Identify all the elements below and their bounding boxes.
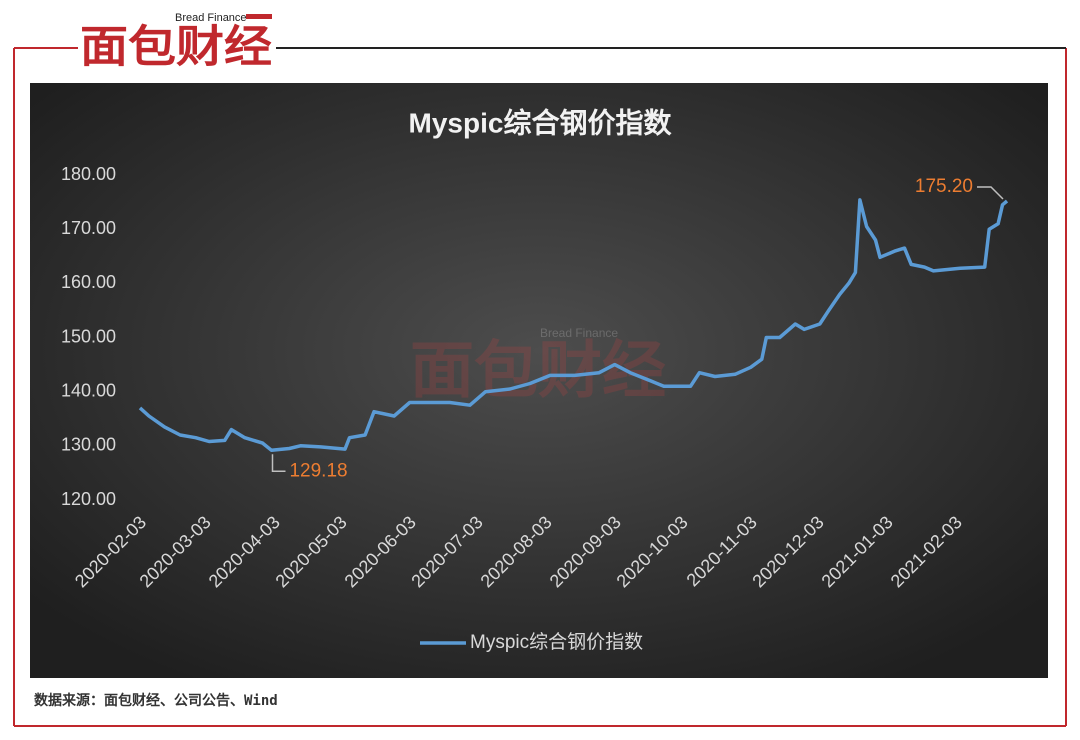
y-tick-label: 140.00	[61, 380, 116, 400]
legend: Myspic综合钢价指数	[420, 631, 643, 653]
logo: Bread Finance 面包财经	[80, 12, 272, 72]
y-tick-label: 180.00	[61, 164, 116, 184]
logo-bar	[246, 14, 272, 19]
annotation-leader	[271, 454, 286, 473]
watermark-tagline: Bread Finance	[540, 326, 618, 340]
watermark: Bread Finance 面包财经	[410, 326, 666, 405]
annotation-label: 175.20	[915, 176, 973, 197]
annotation-leader	[977, 186, 1004, 200]
y-tick-label: 120.00	[61, 489, 116, 509]
y-tick-label: 150.00	[61, 326, 116, 346]
source-note: 数据来源：面包财经、公司公告、Wind	[34, 692, 278, 709]
series-line	[138, 198, 1009, 453]
logo-tagline: Bread Finance	[175, 12, 247, 24]
annotation-label: 129.18	[289, 460, 347, 481]
frame	[13, 47, 1067, 727]
y-tick-label: 130.00	[61, 435, 116, 455]
legend-label: Myspic综合钢价指数	[470, 631, 643, 653]
y-tick-label: 170.00	[61, 218, 116, 238]
chart-title: Myspic综合钢价指数	[409, 106, 673, 138]
y-tick-label: 160.00	[61, 272, 116, 292]
logo-text: 面包财经	[80, 23, 272, 72]
